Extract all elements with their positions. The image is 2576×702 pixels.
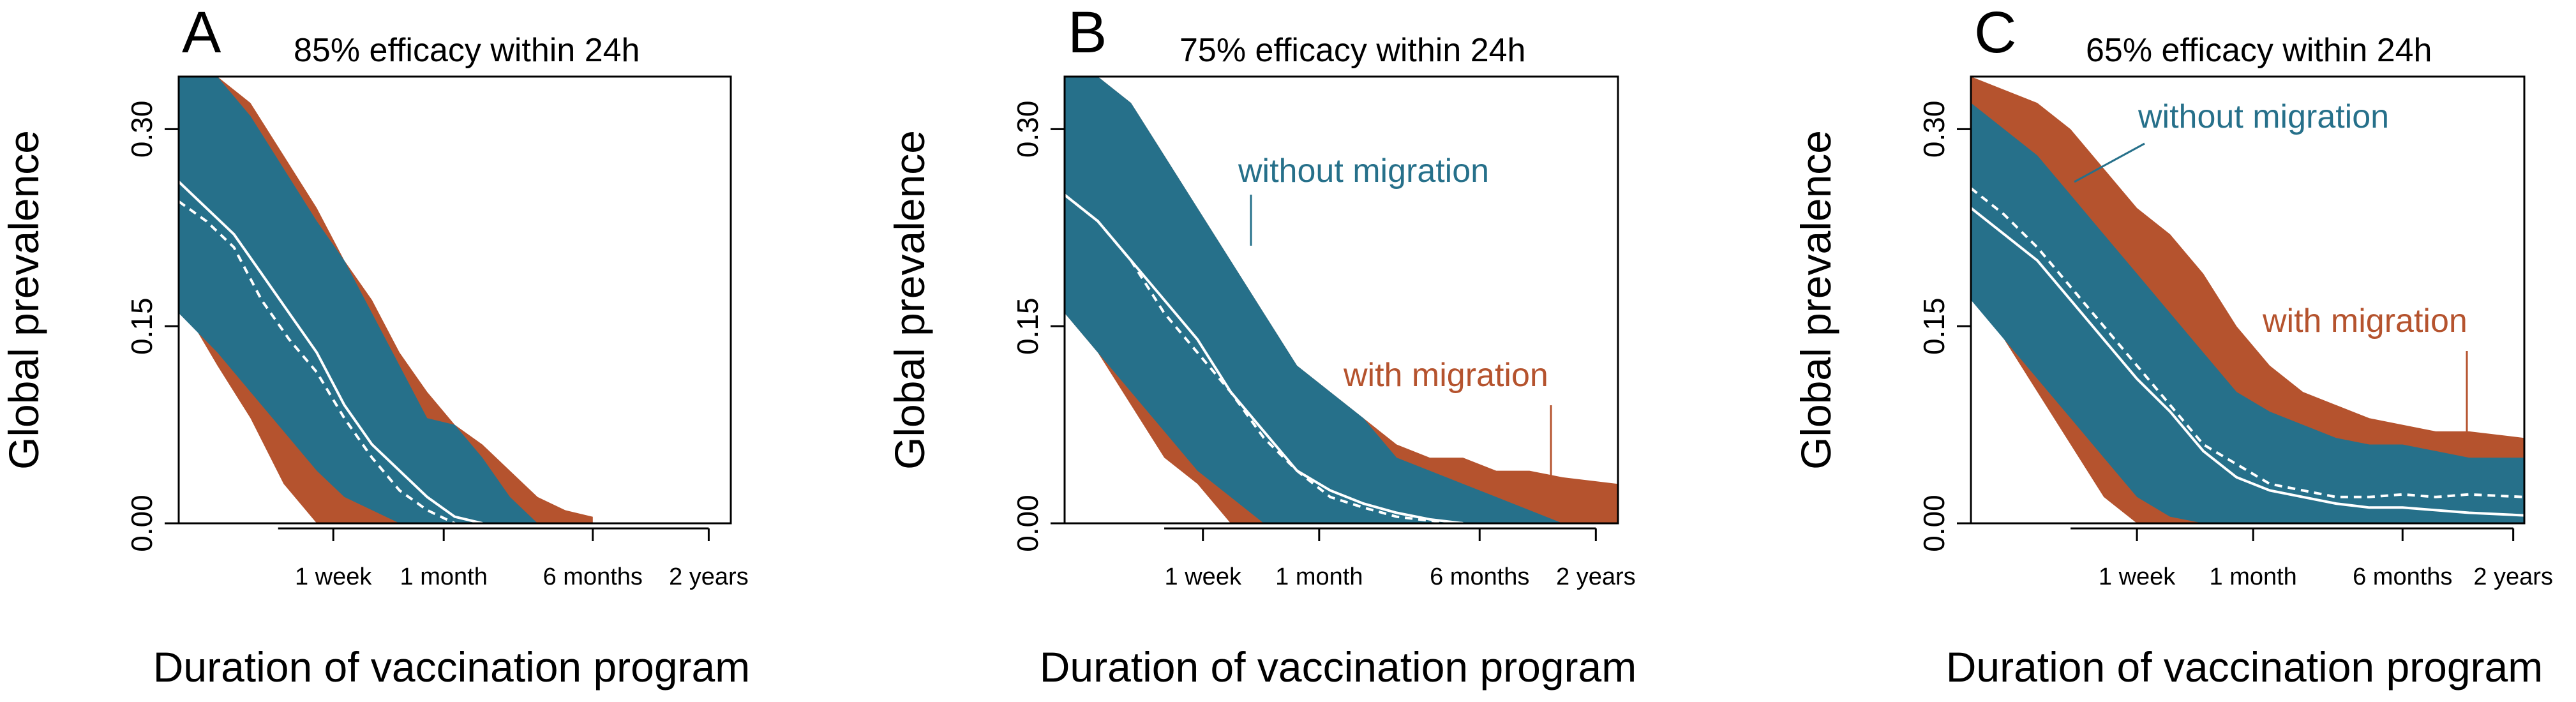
x-tick-label: 2 years bbox=[1556, 564, 1636, 590]
plot-frame bbox=[1970, 75, 2526, 525]
y-tick-label: 0.30 bbox=[1917, 101, 1951, 158]
median-dashed-line bbox=[1065, 193, 1464, 523]
panel-a: 0.00 0.15 0.30 1 week 1 month 6 months 2 years… bbox=[0, 0, 750, 691]
plot-area bbox=[1971, 77, 2524, 523]
x-tick-label: 6 months bbox=[2353, 564, 2452, 590]
y-tick-label: 0.00 bbox=[1011, 495, 1044, 552]
y-tick-label: 0.15 bbox=[125, 297, 158, 355]
panel-letter: B bbox=[1068, 0, 1107, 65]
x-tick-label: 1 month bbox=[400, 564, 488, 590]
panel-title: 85% efficacy within 24h bbox=[294, 32, 640, 69]
median-solid-line bbox=[179, 181, 483, 523]
x-axis-label: Duration of vaccination program bbox=[1946, 643, 2543, 691]
y-tick-label: 0.30 bbox=[125, 101, 158, 158]
without-migration-label: without migration bbox=[1238, 153, 1489, 190]
x-tick-label: 1 week bbox=[1165, 564, 1242, 590]
panel-b: 0.00 0.15 0.30 1 week 1 month 6 months 2 years… bbox=[886, 0, 1636, 691]
x-tick-label: 6 months bbox=[543, 564, 643, 590]
without-migration-label: without migration bbox=[2138, 98, 2389, 135]
annotation-pointer bbox=[2074, 142, 2145, 183]
plot-area bbox=[1065, 77, 1618, 523]
plot-area bbox=[179, 77, 593, 523]
median-solid-line bbox=[1971, 207, 2524, 517]
x-tick-label: 1 week bbox=[295, 564, 372, 590]
plot-frame bbox=[1063, 75, 1619, 525]
x-tick-label: 1 month bbox=[2210, 564, 2297, 590]
y-tick-label: 0.00 bbox=[125, 495, 158, 552]
without-migration-band bbox=[179, 77, 538, 523]
x-axis-label: Duration of vaccination program bbox=[153, 643, 750, 691]
panel-c: 0.00 0.15 0.30 1 week 1 month 6 months 2 years… bbox=[1792, 0, 2553, 691]
y-tick-label: 0.00 bbox=[1917, 495, 1951, 552]
panel-title: 65% efficacy within 24h bbox=[2086, 32, 2432, 69]
y-tick-label: 0.30 bbox=[1011, 101, 1044, 158]
y-tick-label: 0.15 bbox=[1011, 297, 1044, 355]
median-dashed-line bbox=[179, 200, 456, 523]
panel-title: 75% efficacy within 24h bbox=[1179, 32, 1525, 69]
y-axis-label: Global prevalence bbox=[886, 130, 933, 470]
x-tick-label: 1 month bbox=[1275, 564, 1363, 590]
with-migration-label: with migration bbox=[1343, 357, 1548, 394]
with-migration-label: with migration bbox=[2262, 302, 2467, 340]
plot-frame bbox=[177, 75, 732, 525]
y-tick-label: 0.15 bbox=[1917, 297, 1951, 355]
panel-letter: C bbox=[1974, 0, 2016, 65]
panel-letter: A bbox=[182, 0, 221, 65]
x-tick-label: 1 week bbox=[2099, 564, 2176, 590]
x-tick-label: 2 years bbox=[2473, 564, 2553, 590]
x-tick-label: 6 months bbox=[1430, 564, 1529, 590]
x-axis-label: Duration of vaccination program bbox=[1040, 643, 1636, 691]
x-tick-label: 2 years bbox=[669, 564, 749, 590]
y-axis-label: Global prevalence bbox=[0, 130, 47, 470]
without-migration-band bbox=[1971, 103, 2524, 523]
median-dashed-line bbox=[1971, 187, 2524, 498]
without-migration-band bbox=[1065, 77, 1563, 523]
y-axis-label: Global prevalence bbox=[1792, 130, 1839, 470]
